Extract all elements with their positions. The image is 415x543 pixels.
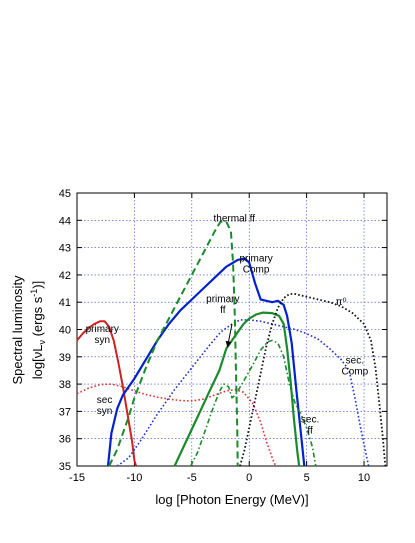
annotation-pi0: π⁰ [336, 297, 347, 308]
x-tick-label: 0 [246, 472, 252, 484]
y-axis-label-line1: Spectral luminosity [10, 275, 25, 385]
x-tick-label: -15 [69, 472, 85, 484]
annotation-sec-ff: sec. ff [301, 414, 319, 436]
x-tick-label: 10 [358, 472, 370, 484]
x-axis-label: log [Photon Energy (MeV)] [155, 492, 308, 507]
annotation-primary-comp: primary Comp [239, 253, 272, 275]
ylabel-main: log[νL [30, 345, 45, 380]
y-tick-label: 45 [59, 188, 71, 200]
y-tick-label: 37 [59, 406, 71, 418]
series-primary-ff [173, 311, 301, 467]
annotation-sec-syn: sec syn [97, 395, 113, 417]
series-layer [76, 220, 387, 467]
y-tick-label: 38 [59, 379, 71, 391]
annotation-thermal-ff: thermal ff [214, 214, 256, 225]
y-tick-label: 40 [59, 325, 71, 337]
annotation-primary-syn: primary syn [86, 324, 119, 346]
x-tick-label: -10 [126, 472, 142, 484]
x-axis-ticks: -15 -10 -5 0 5 10 [69, 193, 370, 484]
series-sec-comp [116, 319, 370, 467]
y-tick-label: 36 [59, 434, 71, 446]
annotation-sec-comp: sec. Comp [342, 356, 369, 378]
arrow-primary-ff-arrow [225, 323, 233, 348]
y-tick-label: 39 [59, 352, 71, 364]
ylabel-end: )] [30, 281, 45, 289]
y-tick-label: 42 [59, 270, 71, 282]
y-axis-label-line2: log[νLν (ergs s-1)] [29, 281, 47, 380]
series-thermal-ff [108, 220, 239, 467]
series-sec-syn [76, 383, 277, 467]
x-tick-label: 5 [304, 472, 310, 484]
series-primary-syn [76, 320, 138, 467]
annotation-primary-ff: primary ff [206, 294, 239, 316]
y-tick-label: 44 [59, 215, 71, 227]
series-sec-ff [189, 339, 317, 467]
ylabel-sub: ν [37, 340, 47, 345]
y-tick-label: 43 [59, 243, 71, 255]
y-tick-label: 41 [59, 297, 71, 309]
ylabel-sup: -1 [29, 289, 39, 297]
x-tick-label: -5 [187, 472, 197, 484]
series-pi0 [239, 293, 387, 467]
y-tick-label: 35 [59, 461, 71, 473]
series-primary-comp [106, 257, 306, 467]
ylabel-tail: (ergs s [30, 296, 45, 340]
